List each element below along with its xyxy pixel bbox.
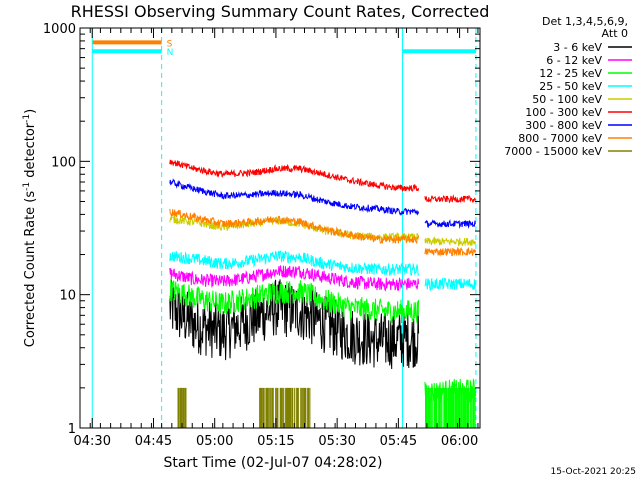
legend-label-800---7000-keV: 800 - 7000 keV: [518, 132, 602, 145]
series-12---25-keV: [169, 279, 477, 404]
series-extra-9: [425, 387, 476, 428]
y-tick-label: 100: [51, 155, 76, 170]
y-tick-label: 1: [68, 422, 76, 437]
axes: 1 10 100 1000 04:30 04:45 05:00 05:15 05:30 05:45…: [43, 22, 481, 449]
y-axis-label-sup1: -1: [22, 182, 32, 191]
x-axis-label: Start Time (02-Jul-07 04:28:02): [163, 455, 382, 471]
legend-header-0: Det 1,3,4,5,6,9,: [542, 15, 628, 28]
legend-label-100---300-keV: 100 - 300 keV: [525, 106, 602, 119]
legend-label-50---100-keV: 50 - 100 keV: [532, 93, 602, 106]
series-50---100-keV: [169, 215, 477, 247]
y-axis-label-sup2: -1: [22, 114, 32, 123]
y-axis-label-main: Corrected Count Rate (s: [23, 191, 38, 348]
x-tick-label: 04:30: [74, 434, 111, 449]
legend-header-1: Att 0: [602, 27, 628, 40]
plot-area: SN: [91, 28, 477, 428]
x-tick-label: 06:00: [441, 434, 478, 449]
legend-label-3---6-keV: 3 - 6 keV: [553, 41, 602, 54]
x-tick-label: 05:00: [196, 434, 233, 449]
footer-date: 15-Oct-2021 20:25: [551, 467, 636, 477]
series-100---300-keV: [169, 159, 476, 204]
series-6---12-keV: [169, 265, 420, 292]
x-tick-label: 05:30: [318, 434, 355, 449]
legend-label-6---12-keV: 6 - 12 keV: [546, 54, 602, 67]
flag-label-N: N: [167, 48, 174, 58]
flag-label-S: S: [167, 39, 173, 49]
y-axis-label: Corrected Count Rate (s-1 detector-1): [22, 109, 38, 347]
y-axis-label-end: ): [23, 109, 38, 114]
y-tick-label: 10: [59, 289, 76, 304]
x-tick-label: 05:15: [257, 434, 294, 449]
series-25---50-keV: [169, 250, 477, 292]
x-tick-label: 04:45: [135, 434, 172, 449]
series-300---800-keV: [169, 178, 476, 229]
series-800---7000-keV: [169, 208, 477, 257]
plot-frame: [79, 27, 481, 429]
x-tick-label: 05:45: [380, 434, 417, 449]
legend-label-12---25-keV: 12 - 25 keV: [539, 67, 602, 80]
chart-title: RHESSI Observing Summary Count Rates, Co…: [71, 2, 490, 21]
legend-label-7000---15000-keV: 7000 - 15000 keV: [504, 145, 602, 158]
legend-label-25---50-keV: 25 - 50 keV: [539, 80, 602, 93]
y-tick-label: 1000: [43, 22, 76, 37]
y-axis-label-mid: detector: [23, 122, 38, 182]
series-7000---15000-keV: [177, 387, 311, 428]
legend-label-300---800-keV: 300 - 800 keV: [525, 119, 602, 132]
